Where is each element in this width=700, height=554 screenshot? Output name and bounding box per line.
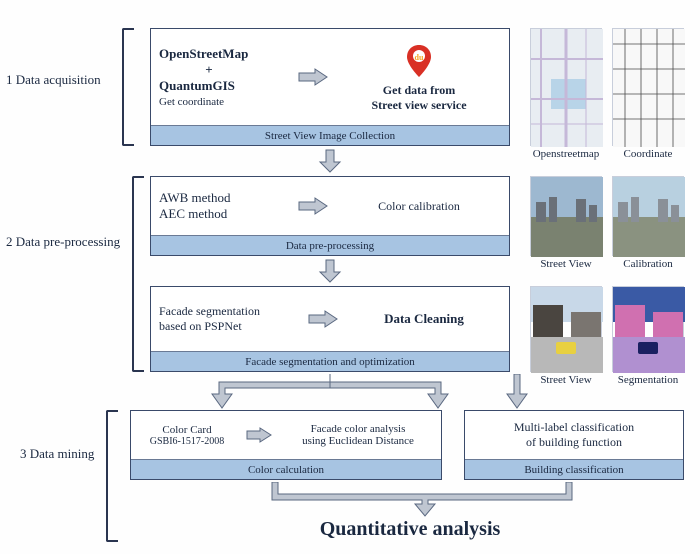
box4-left: Color Card GSBI6-1517-2008 — [137, 424, 237, 447]
box3-footer: Facade segmentation and optimization — [151, 351, 509, 371]
b3-l1: Facade segmentation — [159, 304, 299, 319]
b5-l2: of building function — [514, 435, 634, 450]
thumb-calibration — [612, 176, 684, 256]
arrow-down-icon — [316, 258, 344, 284]
b2-r: Color calibration — [337, 199, 501, 214]
b1-l3: QuantumGIS — [159, 78, 289, 94]
arrow-right-icon — [245, 426, 273, 444]
map-pin-icon: du — [399, 41, 439, 81]
branch-arrows — [100, 374, 650, 414]
box4-content: Color Card GSBI6-1517-2008 Facade color … — [131, 411, 441, 459]
thumb-openstreetmap — [530, 28, 602, 146]
final-output: Quantitative analysis — [260, 518, 560, 541]
box3-left: Facade segmentation based on PSPNet — [159, 304, 299, 334]
b3-r: Data Cleaning — [347, 311, 501, 327]
thumb-coordinate — [612, 28, 684, 146]
svg-text:du: du — [415, 53, 424, 62]
box5-text: Multi-label classification of building f… — [514, 420, 634, 450]
box5-content: Multi-label classification of building f… — [465, 411, 683, 459]
box2-left: AWB method AEC method — [159, 190, 289, 222]
b1-plus: + — [159, 62, 259, 78]
box2-footer: Data pre-processing — [151, 235, 509, 255]
section2-label: 2 Data pre-processing — [6, 234, 120, 250]
b4-l2: GSBI6-1517-2008 — [137, 436, 237, 447]
section1-bracket — [122, 28, 134, 146]
thumb-streetview1 — [530, 176, 602, 256]
section2-bracket — [132, 176, 144, 372]
box2-content: AWB method AEC method Color calibration — [151, 177, 509, 235]
arrow-down-icon — [316, 148, 344, 174]
b2-l2: AEC method — [159, 206, 289, 222]
section3-bracket — [106, 410, 118, 542]
section3-label: 3 Data mining — [20, 446, 94, 462]
b2-l1: AWB method — [159, 190, 289, 206]
thumb-streetview1-label: Street View — [530, 258, 602, 270]
join-arrows — [130, 482, 590, 518]
box1-right: du Get data from Street view service — [337, 41, 501, 113]
b4-r1: Facade color analysis — [281, 423, 435, 435]
b1-r1: Get data from — [337, 83, 501, 98]
arrow-right-icon — [297, 196, 329, 216]
b1-sub: Get coordinate — [159, 96, 289, 108]
b1-r2: Street view service — [337, 98, 501, 113]
box-color-calc: Color Card GSBI6-1517-2008 Facade color … — [130, 410, 442, 480]
box-collection: OpenStreetMap + QuantumGIS Get coordinat… — [150, 28, 510, 146]
b4-r2: using Euclidean Distance — [281, 435, 435, 447]
box1-footer: Street View Image Collection — [151, 125, 509, 145]
box4-footer: Color calculation — [131, 459, 441, 479]
thumb-streetview2 — [530, 286, 602, 372]
thumb-coordinate-label: Coordinate — [612, 148, 684, 160]
arrow-right-icon — [297, 67, 329, 87]
b3-l2: based on PSPNet — [159, 319, 299, 334]
box1-left: OpenStreetMap + QuantumGIS Get coordinat… — [159, 46, 289, 108]
box5-footer: Building classification — [465, 459, 683, 479]
thumb-openstreetmap-label: Openstreetmap — [530, 148, 602, 160]
b1-l1: OpenStreetMap — [159, 46, 289, 62]
thumb-segmentation — [612, 286, 684, 372]
box1-content: OpenStreetMap + QuantumGIS Get coordinat… — [151, 29, 509, 125]
box-building-class: Multi-label classification of building f… — [464, 410, 684, 480]
box4-right: Facade color analysis using Euclidean Di… — [281, 423, 435, 447]
b5-l1: Multi-label classification — [514, 420, 634, 435]
box3-content: Facade segmentation based on PSPNet Data… — [151, 287, 509, 351]
thumb-calibration-label: Calibration — [612, 258, 684, 270]
box-preprocess: AWB method AEC method Color calibration … — [150, 176, 510, 256]
box-segmentation: Facade segmentation based on PSPNet Data… — [150, 286, 510, 372]
b4-l1: Color Card — [137, 424, 237, 436]
arrow-right-icon — [307, 309, 339, 329]
section1-label: 1 Data acquisition — [6, 72, 101, 88]
